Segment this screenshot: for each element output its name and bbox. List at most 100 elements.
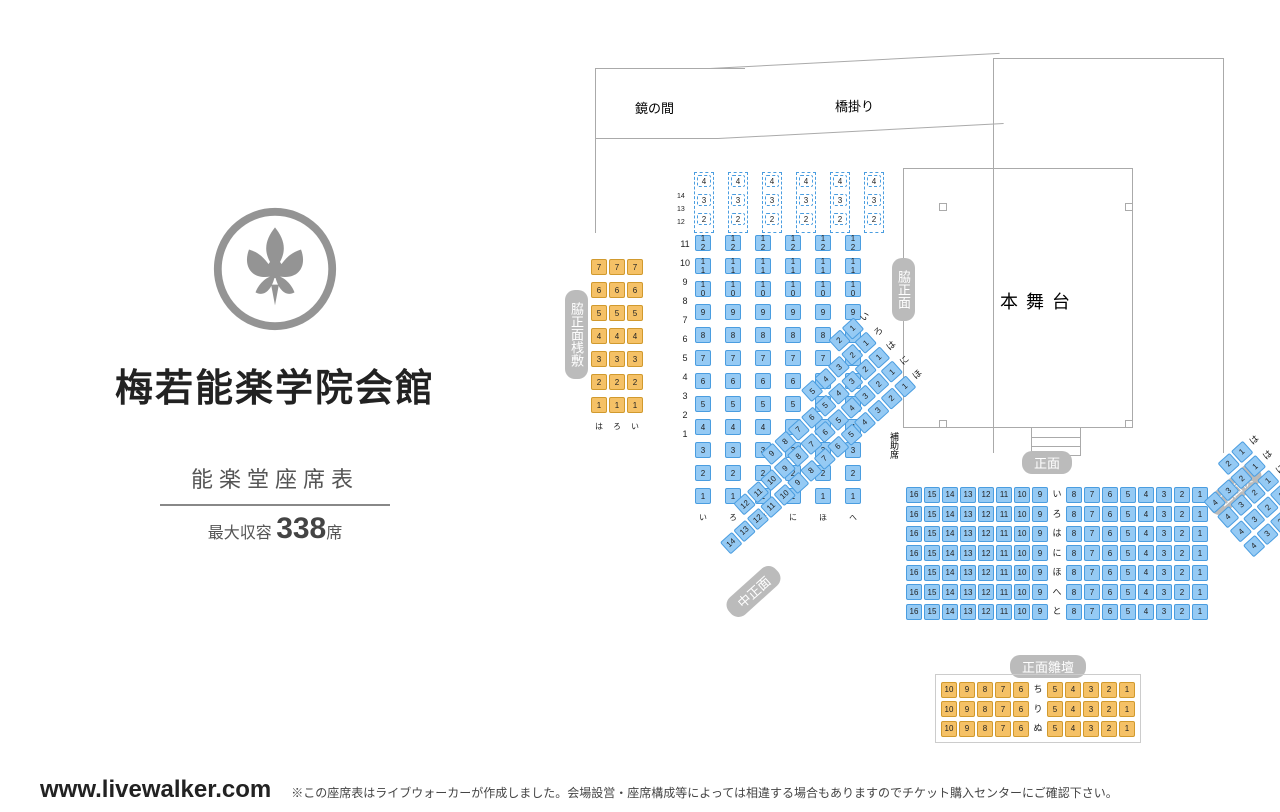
row-label: 14 — [677, 193, 691, 205]
seat: 4 — [609, 328, 625, 344]
upper-outline-block: 141312432432432432432432 — [694, 172, 898, 233]
seat: 3 — [1156, 506, 1172, 522]
seat: 9 — [695, 304, 711, 320]
seat: 2 — [867, 213, 881, 225]
seat: 15 — [924, 604, 940, 620]
seat: 5 — [627, 305, 643, 321]
seat: 8 — [725, 327, 741, 343]
seat: 13 — [960, 545, 976, 561]
honbutai-label: 本舞台 — [1000, 288, 1078, 314]
seat: 1 — [1119, 721, 1135, 737]
row-label: ほ — [815, 511, 831, 523]
seat: 4 — [799, 175, 813, 187]
seat: 7 — [995, 721, 1011, 737]
seat: 9 — [815, 304, 831, 320]
seat: 8 — [1066, 604, 1082, 620]
row-label: い — [627, 420, 643, 432]
seat: 1 — [1192, 584, 1208, 600]
seat: 4 — [1138, 604, 1154, 620]
seat: 1 — [609, 397, 625, 413]
seat: 15 — [924, 545, 940, 561]
seat: 12 — [725, 235, 741, 251]
pill-waki-sajiki: 脇正面桟敷 — [565, 290, 588, 379]
seat: 2 — [799, 213, 813, 225]
seat: 12 — [978, 604, 994, 620]
seat: 5 — [1120, 545, 1136, 561]
row-label: 13 — [677, 206, 691, 218]
seat: 1 — [1192, 604, 1208, 620]
seat: 2 — [1101, 721, 1117, 737]
seat: 5 — [1120, 565, 1136, 581]
seat: 6 — [755, 373, 771, 389]
seat: 4 — [1065, 682, 1081, 698]
seat: 10 — [1014, 487, 1030, 503]
seat: 3 — [1156, 584, 1172, 600]
seat: 1 — [1192, 565, 1208, 581]
seat: 1 — [1192, 506, 1208, 522]
seat: 11 — [755, 258, 771, 274]
seat: 2 — [1174, 584, 1190, 600]
seat: 5 — [1120, 526, 1136, 542]
seat: 3 — [1083, 682, 1099, 698]
seat: 2 — [765, 213, 779, 225]
seat: 3 — [833, 194, 847, 206]
seat: 6 — [1102, 526, 1118, 542]
row-label: り — [1031, 700, 1045, 716]
seat: 2 — [1101, 682, 1117, 698]
seat: 2 — [609, 374, 625, 390]
row-label: ろ — [609, 420, 625, 432]
seat: 3 — [1156, 526, 1172, 542]
row-label: は — [1050, 525, 1064, 541]
seat: 4 — [1138, 584, 1154, 600]
seat: 11 — [996, 604, 1012, 620]
seat: 6 — [1102, 604, 1118, 620]
seat: 7 — [1084, 487, 1100, 503]
seat: 11 — [845, 258, 861, 274]
row-label: 9 — [679, 274, 691, 290]
seat: 16 — [906, 604, 922, 620]
seat: 4 — [765, 175, 779, 187]
seat: 8 — [695, 327, 711, 343]
seat: 6 — [1013, 682, 1029, 698]
seat: 10 — [1014, 584, 1030, 600]
seat: 3 — [1156, 487, 1172, 503]
capacity-number: 338 — [276, 512, 326, 545]
seat: 3 — [591, 351, 607, 367]
seat: 11 — [725, 258, 741, 274]
seat: 8 — [1066, 487, 1082, 503]
venue-crest-icon — [210, 204, 340, 339]
seat: 10 — [695, 281, 711, 297]
seat: 11 — [996, 506, 1012, 522]
seat: 4 — [1138, 565, 1154, 581]
seat: 10 — [755, 281, 771, 297]
seat: 1 — [845, 488, 861, 504]
seat: 16 — [906, 565, 922, 581]
seat: 3 — [867, 194, 881, 206]
seat: 5 — [1047, 701, 1063, 717]
seat: 10 — [1014, 526, 1030, 542]
seat: 5 — [725, 396, 741, 412]
seat: 15 — [924, 506, 940, 522]
seat: 7 — [695, 350, 711, 366]
seat: 14 — [942, 506, 958, 522]
seat: 6 — [1102, 584, 1118, 600]
seat: 5 — [695, 396, 711, 412]
row-label: に — [1050, 544, 1064, 560]
seat: 14 — [942, 565, 958, 581]
seat: 10 — [815, 281, 831, 297]
seat: 5 — [1047, 682, 1063, 698]
seat: 7 — [995, 701, 1011, 717]
seat: 2 — [697, 213, 711, 225]
row-label: 3 — [679, 388, 691, 404]
seat: 10 — [941, 682, 957, 698]
seat: 10 — [1014, 604, 1030, 620]
hinadan-block: 109876ち54321109876り54321109876ぬ54321 — [935, 674, 1141, 743]
seat: 9 — [1032, 565, 1048, 581]
row-label: に — [785, 511, 801, 523]
seat: 7 — [1084, 584, 1100, 600]
row-label: 11 — [679, 236, 691, 252]
seat: 10 — [1014, 506, 1030, 522]
seat: 5 — [609, 305, 625, 321]
seat: 10 — [785, 281, 801, 297]
seat: 6 — [1102, 565, 1118, 581]
